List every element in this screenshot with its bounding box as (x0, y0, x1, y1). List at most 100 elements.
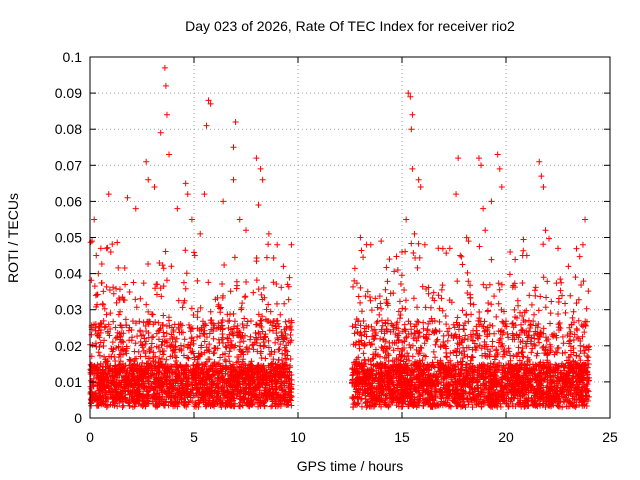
data-point (275, 336, 282, 343)
data-point (560, 340, 567, 347)
data-point (272, 339, 279, 346)
data-point (461, 326, 468, 333)
data-point (88, 331, 95, 338)
data-point (205, 356, 212, 363)
data-point (102, 323, 109, 330)
data-point (122, 316, 129, 323)
data-point (194, 314, 201, 321)
data-point (137, 328, 144, 335)
data-point (122, 281, 129, 288)
data-point (378, 305, 385, 312)
data-point (270, 356, 277, 363)
data-point (408, 240, 415, 247)
data-point (277, 311, 284, 318)
data-point (511, 306, 518, 313)
data-point (255, 311, 262, 318)
data-point (222, 364, 229, 371)
chart-title: Day 023 of 2026, Rate Of TEC Index for r… (185, 18, 515, 34)
data-point (129, 318, 136, 325)
data-point (377, 300, 384, 307)
data-point (98, 279, 105, 286)
data-point (110, 284, 117, 291)
data-point (157, 348, 164, 355)
data-point (117, 308, 124, 315)
data-point (163, 323, 170, 330)
data-point (414, 264, 421, 271)
data-point (360, 350, 367, 357)
data-point (467, 300, 474, 307)
data-point (194, 308, 201, 315)
data-point (279, 350, 286, 357)
data-point (97, 339, 104, 346)
data-point (286, 274, 293, 281)
data-point (495, 280, 502, 287)
data-point (188, 305, 195, 312)
data-point (249, 342, 256, 349)
data-point (270, 254, 277, 261)
data-point (483, 284, 490, 291)
data-point (552, 348, 559, 355)
grid-lines (90, 57, 610, 418)
data-point (96, 323, 103, 330)
data-point (468, 311, 475, 318)
data-point (181, 336, 188, 343)
data-point (227, 326, 234, 333)
data-point (175, 324, 182, 331)
data-point (349, 323, 356, 330)
data-point (269, 327, 276, 334)
data-point (109, 339, 116, 346)
data-point (519, 279, 526, 286)
data-point (267, 308, 274, 315)
data-point (141, 335, 148, 342)
data-point (476, 315, 483, 322)
data-point (540, 274, 547, 281)
data-point (226, 317, 233, 324)
data-point (226, 331, 233, 338)
data-point (103, 283, 110, 290)
data-point (168, 263, 175, 270)
data-point (585, 354, 592, 361)
data-point (148, 334, 155, 341)
data-point (357, 299, 364, 306)
data-point (442, 313, 449, 320)
data-point (546, 235, 553, 242)
data-point (544, 278, 551, 285)
data-point (488, 256, 495, 263)
data-point (167, 342, 174, 349)
data-point (259, 328, 266, 335)
data-point (205, 279, 212, 286)
data-point (556, 319, 563, 326)
data-point (352, 321, 359, 328)
data-point (543, 294, 550, 301)
data-point (260, 284, 267, 291)
data-point (243, 322, 250, 329)
data-point (133, 304, 140, 311)
data-point (488, 301, 495, 308)
data-point (250, 289, 257, 296)
data-point (157, 285, 164, 292)
data-point (275, 346, 282, 353)
data-point (350, 283, 357, 290)
data-point (282, 318, 289, 325)
data-point (242, 293, 249, 300)
data-point (179, 304, 186, 311)
data-point (454, 314, 461, 321)
data-point (100, 317, 107, 324)
data-point (185, 355, 192, 362)
data-point (208, 319, 215, 326)
data-point (170, 334, 177, 341)
data-point (210, 324, 217, 331)
data-point (458, 253, 465, 260)
data-point (119, 404, 126, 411)
data-point (225, 318, 232, 325)
data-point (163, 356, 170, 363)
data-point (285, 296, 292, 303)
data-point (570, 308, 577, 315)
data-point (160, 265, 167, 272)
data-point (540, 241, 547, 248)
data-point (182, 247, 189, 254)
data-point (459, 261, 466, 268)
data-point (162, 248, 169, 255)
data-point (197, 304, 204, 311)
data-point (265, 301, 272, 308)
